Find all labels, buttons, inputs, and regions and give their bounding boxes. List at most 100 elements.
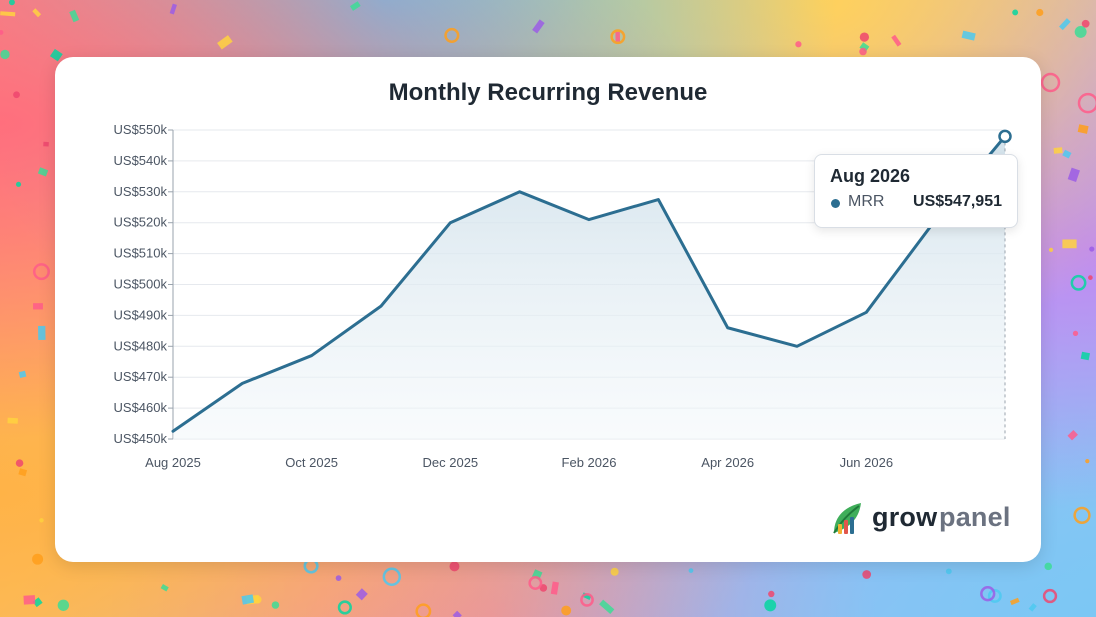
confetti-piece [23, 595, 36, 605]
confetti-piece [768, 590, 775, 598]
confetti-piece [1077, 92, 1096, 114]
confetti-piece [1088, 275, 1093, 280]
confetti-piece [271, 601, 280, 609]
confetti-piece [1070, 274, 1087, 291]
confetti-piece [795, 41, 802, 48]
confetti-piece [1044, 562, 1053, 571]
x-tick-label: Dec 2025 [423, 455, 479, 470]
confetti-piece [169, 3, 177, 15]
y-tick-label: US$470k [114, 369, 168, 384]
confetti-piece [8, 0, 15, 6]
confetti-piece [862, 570, 872, 579]
logo-text-panel: panel [939, 502, 1011, 532]
tooltip-date: Aug 2026 [830, 166, 911, 186]
confetti-piece [335, 575, 342, 581]
confetti-piece [859, 42, 870, 52]
confetti-piece [532, 19, 545, 34]
confetti-piece [355, 588, 368, 601]
tooltip-series-swatch [831, 199, 840, 208]
confetti-piece [0, 11, 16, 17]
confetti-piece [1072, 330, 1079, 337]
confetti-piece [39, 518, 44, 523]
mrr-series-line [171, 134, 1007, 433]
mrr-chart: US$450k US$460k US$470k US$480k US$490k US$50… [114, 122, 1012, 470]
confetti-piece [859, 32, 870, 42]
confetti-piece [241, 594, 254, 605]
confetti-piece [610, 567, 619, 576]
confetti-piece [859, 47, 867, 56]
confetti-piece [37, 325, 46, 340]
confetti-piece [610, 29, 626, 45]
confetti-piece [444, 27, 460, 43]
confetti-piece [1009, 597, 1020, 606]
mrr-highlight-point [998, 129, 1012, 144]
y-tick-label: US$450k [114, 431, 168, 446]
confetti-piece [1081, 19, 1090, 28]
confetti-piece [33, 303, 43, 310]
confetti-piece [18, 370, 27, 379]
confetti-piece [1080, 351, 1090, 361]
logo-text-grow: grow [872, 502, 938, 532]
confetti-piece [350, 1, 361, 11]
confetti-piece [452, 610, 462, 617]
confetti-piece [945, 568, 952, 575]
confetti-piece [0, 30, 4, 35]
confetti-piece [32, 553, 44, 565]
confetti-piece [1089, 246, 1095, 252]
confetti-piece [980, 586, 996, 602]
confetti-piece [57, 599, 70, 611]
confetti-piece [550, 581, 559, 595]
confetti-piece [449, 561, 460, 572]
confetti-piece [32, 8, 42, 18]
confetti-piece [43, 141, 49, 147]
y-tick-label: US$540k [114, 153, 168, 168]
confetti-piece [382, 567, 402, 586]
y-tick-label: US$520k [114, 215, 168, 230]
confetti-piece [337, 600, 352, 615]
confetti-piece [13, 91, 20, 99]
y-tick-label: US$460k [114, 400, 168, 415]
x-tick-label: Aug 2025 [145, 455, 201, 470]
confetti-piece [18, 468, 28, 477]
y-tick-label: US$490k [114, 307, 168, 322]
confetti-piece [1040, 72, 1061, 93]
mrr-area-fill [173, 136, 1005, 439]
confetti-piece [32, 597, 43, 608]
confetti-piece [1053, 147, 1063, 154]
confetti-piece [15, 181, 22, 187]
confetti-piece [1036, 8, 1044, 17]
chart-title: Monthly Recurring Revenue [388, 79, 708, 106]
confetti-piece [15, 459, 24, 467]
y-tick-label: US$530k [114, 184, 168, 199]
confetti-piece [599, 599, 615, 615]
growpanel-logo[interactable]: grow panel [831, 498, 1011, 538]
confetti-piece [0, 49, 10, 60]
x-tick-label: Oct 2025 [285, 455, 338, 470]
confetti-piece [49, 48, 63, 62]
confetti-piece [37, 167, 49, 177]
chart-tooltip: Aug 2026 MRR US$547,951 [814, 154, 1018, 228]
confetti-piece [1077, 124, 1089, 134]
confetti-piece [528, 576, 543, 590]
confetti-piece [1042, 588, 1058, 604]
confetti-piece [33, 263, 50, 281]
confetti-piece [1074, 25, 1087, 38]
y-tick-label: US$550k [114, 122, 168, 137]
confetti-piece [1067, 429, 1078, 441]
confetti-piece [580, 592, 594, 607]
chart-card: Monthly Recurring Revenue US$450k US$460k… [55, 57, 1041, 562]
confetti-piece [987, 588, 1002, 603]
confetti-piece [69, 9, 80, 23]
confetti-piece [1028, 603, 1037, 612]
confetti-piece [1059, 18, 1071, 31]
y-tick-label: US$510k [114, 246, 168, 261]
confetti-piece [1062, 239, 1077, 249]
confetti-piece [561, 605, 572, 616]
confetti-piece [764, 599, 777, 612]
x-tick-label: Feb 2026 [562, 455, 617, 470]
confetti-piece [891, 34, 902, 47]
confetti-piece [1062, 149, 1072, 159]
y-tick-label: US$500k [114, 277, 168, 292]
tooltip-value: US$547,951 [913, 193, 1002, 210]
